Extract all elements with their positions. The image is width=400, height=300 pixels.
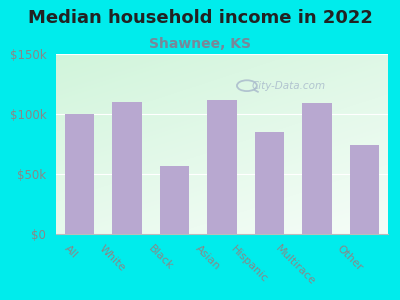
- Text: Shawnee, KS: Shawnee, KS: [149, 38, 251, 52]
- Bar: [350, 145, 379, 234]
- Bar: [302, 103, 332, 234]
- Bar: [255, 132, 284, 234]
- Text: City-Data.com: City-Data.com: [251, 81, 326, 92]
- Bar: [65, 114, 94, 234]
- Bar: [112, 102, 142, 234]
- Bar: [207, 100, 237, 234]
- Text: Median household income in 2022: Median household income in 2022: [28, 9, 372, 27]
- Bar: [160, 166, 189, 234]
